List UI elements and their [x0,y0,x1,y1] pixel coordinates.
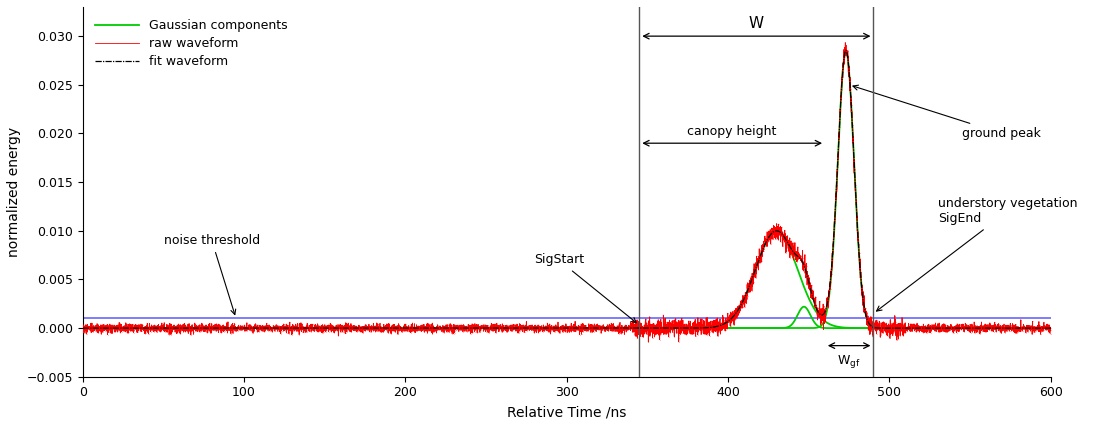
fit waveform [311,325,324,331]
raw waveform [839,40,852,45]
Legend: Gaussian components, raw waveform, fit waveform: Gaussian components, raw waveform, fit w… [89,13,294,75]
Gaussian components [441,325,455,331]
raw waveform [509,325,523,330]
Gaussian components [1044,325,1057,331]
Gaussian components [770,228,783,233]
Text: noise threshold: noise threshold [164,234,260,314]
raw waveform [306,322,320,327]
fit waveform [306,325,320,331]
Line: raw waveform: raw waveform [82,42,1051,343]
Gaussian components [76,325,89,331]
fit waveform [301,325,314,331]
fit waveform [509,325,523,331]
X-axis label: Relative Time /ns: Relative Time /ns [507,405,627,419]
raw waveform [311,325,324,330]
Gaussian components [311,325,324,331]
Gaussian components [509,325,523,331]
Text: understory vegetation
SigEnd: understory vegetation SigEnd [876,197,1077,311]
Text: ground peak: ground peak [853,85,1041,140]
raw waveform [441,325,455,330]
fit waveform [76,325,89,331]
Gaussian components [301,325,314,331]
fit waveform [1037,325,1050,331]
Line: fit waveform: fit waveform [82,50,1051,328]
Gaussian components [1037,325,1050,331]
Text: SigStart: SigStart [534,253,636,322]
Y-axis label: normalized energy: normalized energy [7,127,21,257]
Text: canopy height: canopy height [687,125,777,138]
raw waveform [1044,331,1057,337]
raw waveform [1037,327,1050,332]
fit waveform [441,325,455,331]
Text: W$_{\rm gf}$: W$_{\rm gf}$ [838,354,861,371]
Text: W: W [749,16,764,31]
raw waveform [76,321,89,326]
raw waveform [301,322,314,328]
raw waveform [641,340,654,345]
fit waveform [839,48,852,53]
Gaussian components [306,325,320,331]
fit waveform [1044,325,1057,331]
Line: Gaussian components: Gaussian components [82,231,1051,328]
